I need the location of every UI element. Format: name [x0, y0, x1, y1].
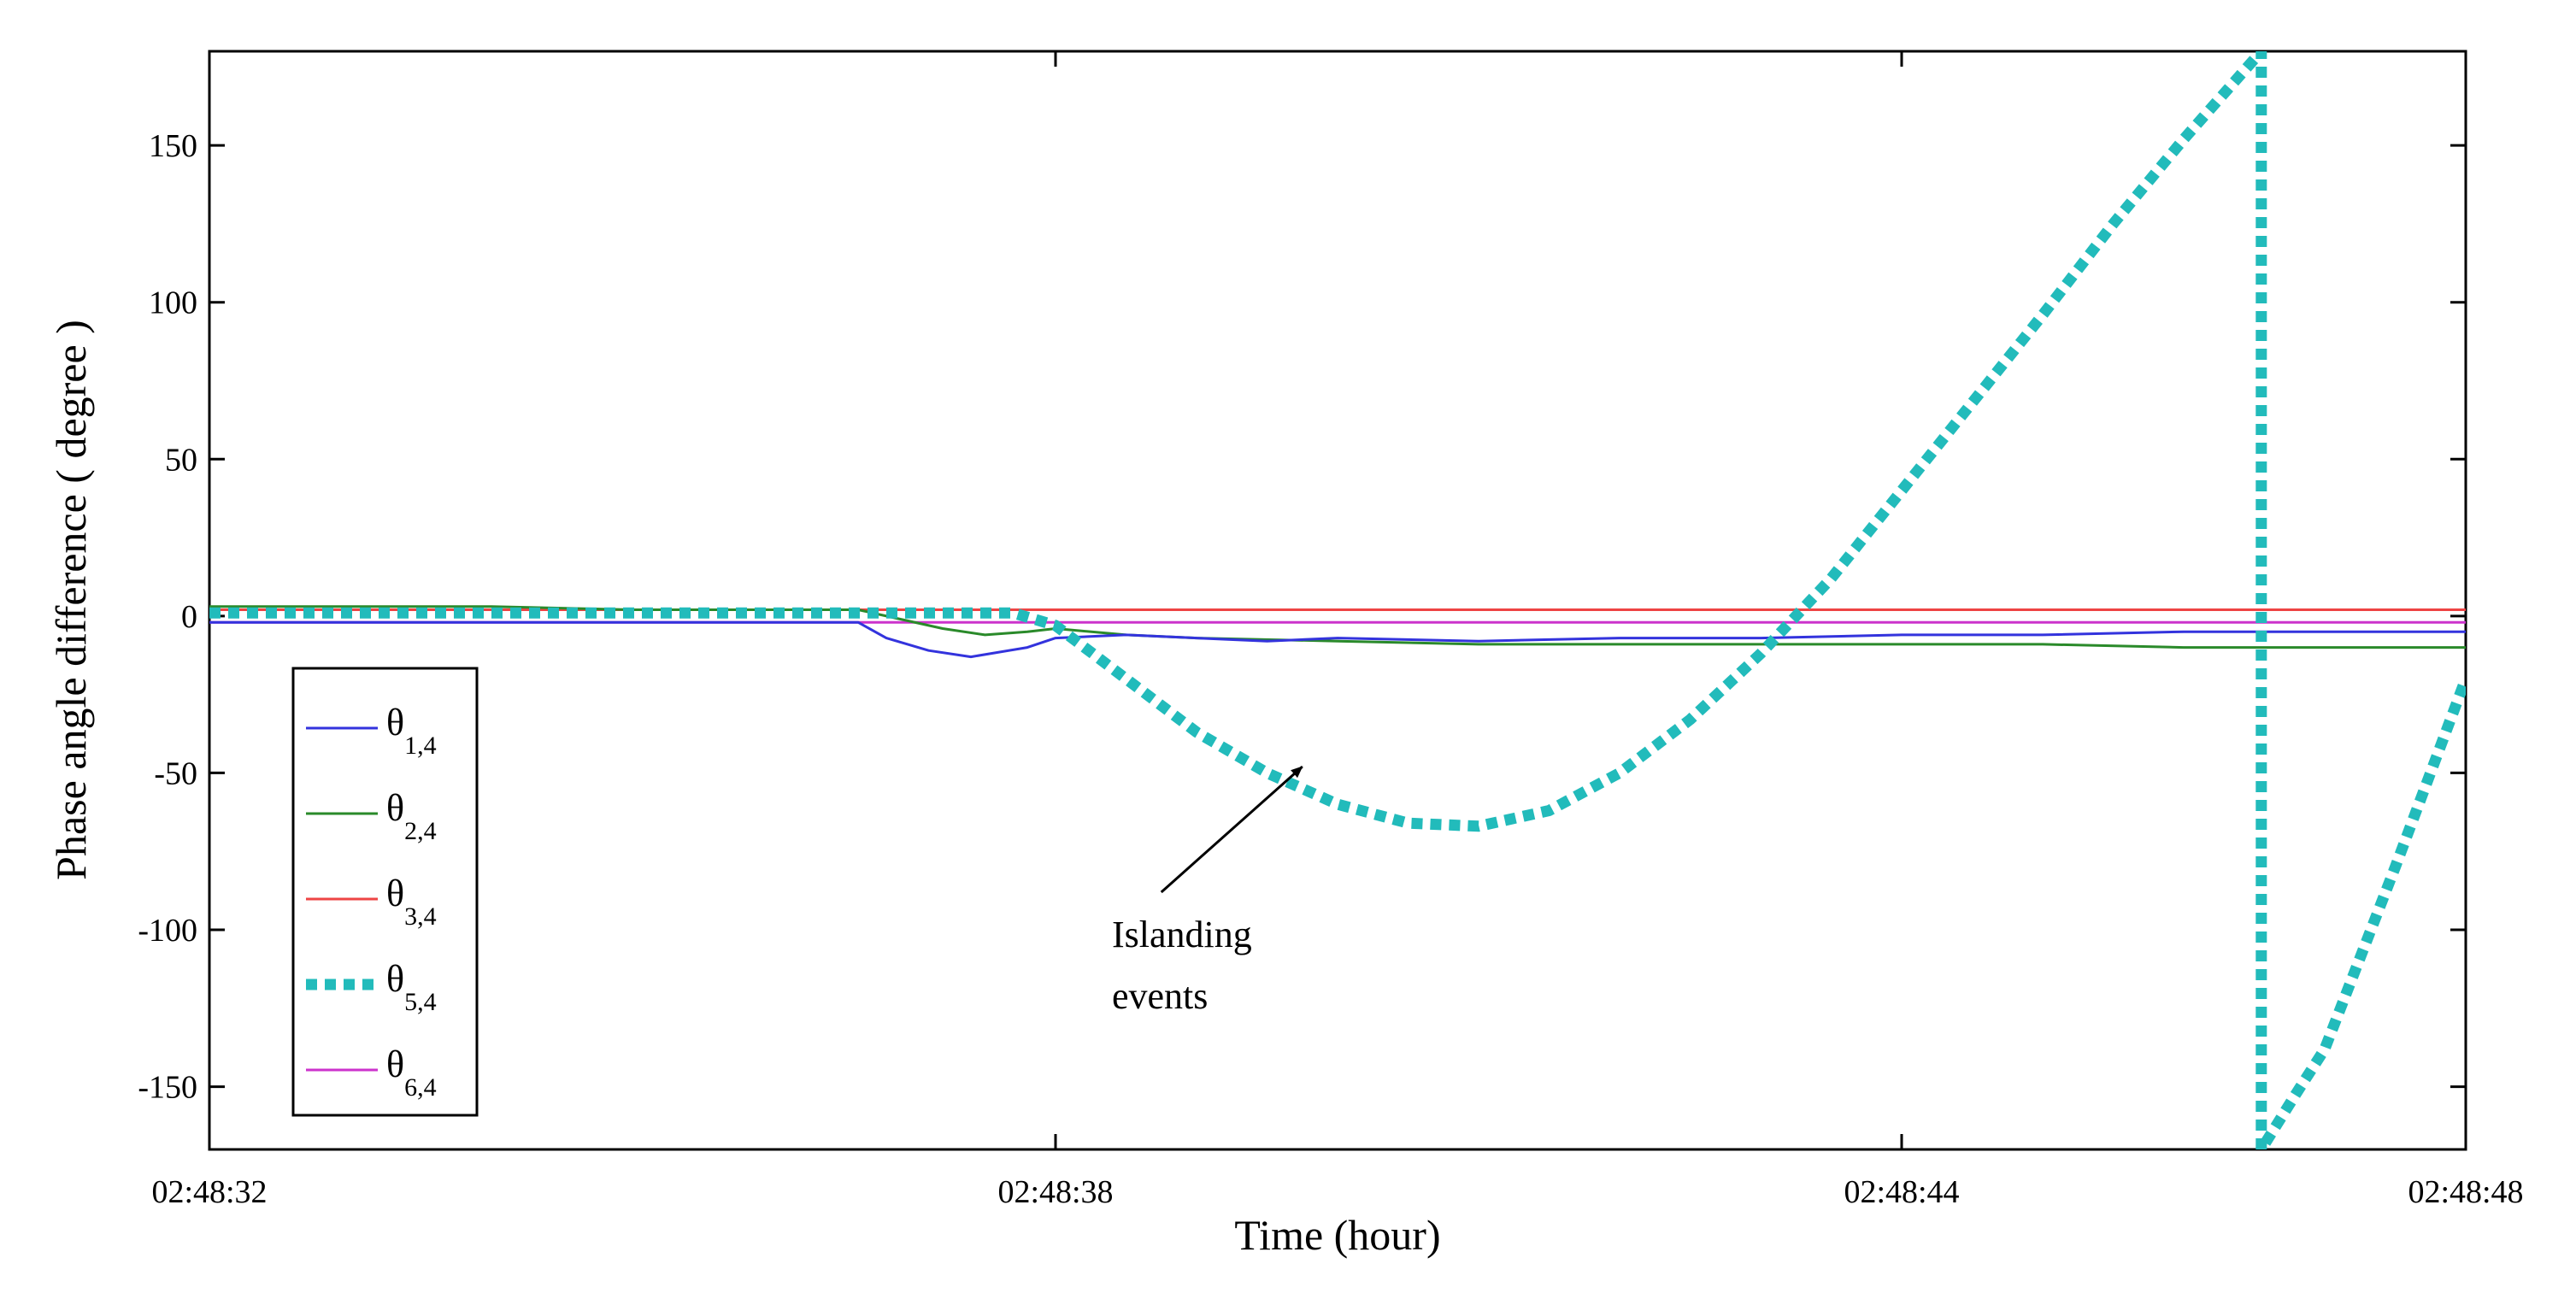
x-axis-title: Time (hour) — [1234, 1211, 1440, 1259]
annotation-text: Islanding — [1112, 914, 1252, 955]
y-axis: 150 100 50 0 -50 -100 -150 — [138, 128, 2466, 1106]
y-tick-label: 100 — [149, 285, 197, 321]
x-tick-label: 02:48:38 — [997, 1174, 1113, 1210]
y-tick-label: -50 — [154, 755, 197, 791]
series-line-1-4 — [209, 620, 2466, 659]
x-tick-label: 02:48:48 — [2408, 1174, 2523, 1210]
legend-label: θ2,4 — [386, 787, 437, 845]
annotation-text: events — [1112, 975, 1208, 1017]
legend-label: θ5,4 — [386, 958, 437, 1016]
series-group — [209, 51, 2466, 1149]
x-tick-label: 02:48:44 — [1844, 1174, 1959, 1210]
y-tick-label: 150 — [149, 128, 197, 164]
legend-label: θ6,4 — [386, 1043, 437, 1102]
annotation-arrow — [1160, 765, 1303, 894]
islanding-annotation: Islanding events — [1112, 765, 1303, 1017]
x-axis: 02:48:32 02:48:38 02:48:44 02:48:48 — [151, 51, 2524, 1210]
legend-label: θ1,4 — [386, 702, 437, 760]
legend-label: θ3,4 — [386, 873, 437, 931]
legend: θ1,4 θ2,4 θ3,4 θ5,4 θ6,4 — [291, 667, 479, 1117]
y-tick-label: 0 — [181, 599, 197, 635]
series-line-5-4 — [209, 51, 2466, 1149]
y-tick-label: 50 — [165, 442, 197, 478]
y-tick-label: -150 — [138, 1070, 197, 1106]
plot-area-frame — [208, 50, 2467, 1151]
y-tick-label: -100 — [138, 913, 197, 949]
x-tick-label: 02:48:32 — [151, 1174, 267, 1210]
legend-box — [291, 667, 479, 1117]
y-axis-title: Phase angle difference ( degree ) — [47, 320, 95, 880]
